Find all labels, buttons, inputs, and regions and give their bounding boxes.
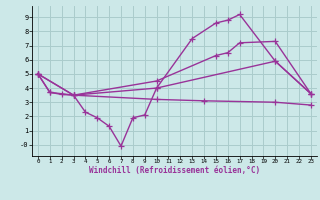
X-axis label: Windchill (Refroidissement éolien,°C): Windchill (Refroidissement éolien,°C)	[89, 166, 260, 175]
